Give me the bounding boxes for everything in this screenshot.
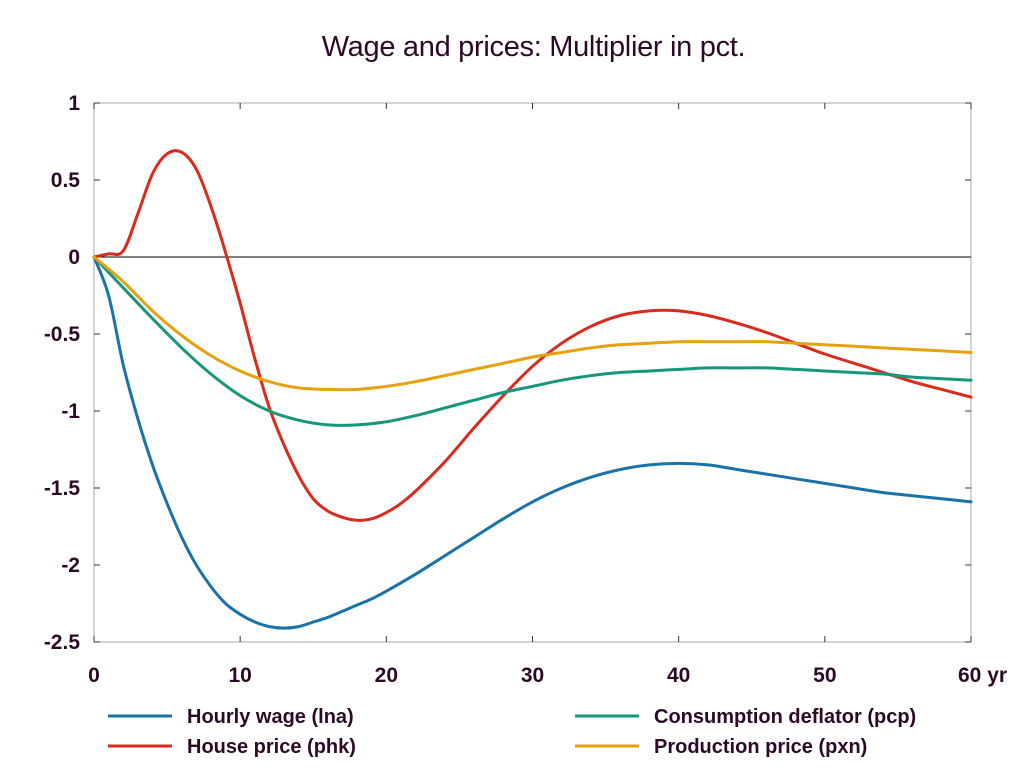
y-tick-label: -1 xyxy=(61,400,80,423)
y-axis: 1 0.5 0 -0.5 -1 -1.5 -2 -2.5 xyxy=(44,92,971,654)
x-tick-label: 20 xyxy=(375,664,398,687)
x-tick-label: 40 xyxy=(667,664,690,687)
legend: Hourly wage (lna) House price (phk) Consum… xyxy=(108,706,916,758)
series-line-production-price xyxy=(92,255,973,392)
series-line-consumption-deflator xyxy=(92,255,973,427)
legend-label-house-price: House price (phk) xyxy=(187,736,356,758)
x-tick-label: 0 xyxy=(88,664,100,687)
series-line-hourly-wage xyxy=(92,255,973,630)
y-tick-label: 0 xyxy=(68,246,80,269)
y-tick-label: -2.5 xyxy=(44,631,81,654)
y-tick-label: 0.5 xyxy=(51,169,81,192)
y-tick-label: 1 xyxy=(68,92,80,115)
series-lines xyxy=(92,149,973,630)
series-line-house-price xyxy=(92,149,973,522)
x-tick-label: 30 xyxy=(521,664,544,687)
y-tick-label: -0.5 xyxy=(44,323,81,346)
x-tick-label: 50 xyxy=(813,664,836,687)
x-axis: 0 10 20 30 40 50 60 yr xyxy=(88,103,1007,687)
chart-title: Wage and prices: Multiplier in pct. xyxy=(321,31,746,63)
y-tick-label: -1.5 xyxy=(44,477,81,500)
legend-label-hourly-wage: Hourly wage (lna) xyxy=(187,706,354,728)
legend-label-consumption-deflator: Consumption deflator (pcp) xyxy=(654,706,916,728)
y-tick-label: -2 xyxy=(61,554,80,577)
legend-label-production-price: Production price (pxn) xyxy=(654,736,867,758)
x-tick-label: 60 yr xyxy=(958,664,1007,687)
x-tick-label: 10 xyxy=(228,664,251,687)
